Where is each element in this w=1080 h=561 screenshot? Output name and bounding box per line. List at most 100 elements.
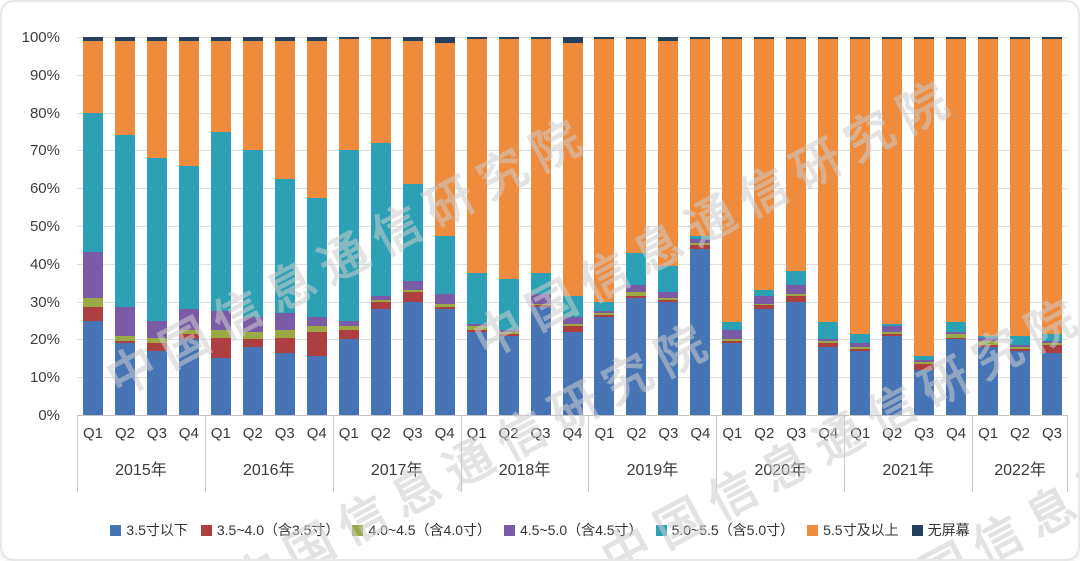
bar-segment [914, 356, 935, 361]
bar-segment [818, 341, 839, 344]
bar-segment [114, 135, 135, 308]
bar-segment [402, 184, 423, 281]
legend-label: 3.5寸以下 [126, 522, 188, 538]
bar-segment [530, 38, 551, 274]
bar-segment [1010, 37, 1031, 39]
stacked-bar-2022-Q1 [978, 37, 999, 415]
bar-segment [530, 305, 551, 308]
legend-label: 4.5~5.0（含4.5寸） [520, 522, 643, 538]
bar-segment [178, 339, 199, 415]
bar-segment [466, 326, 487, 330]
x-axis-quarter-label: Q2 [1010, 425, 1031, 442]
bar-segment [338, 329, 359, 340]
bar-segment [210, 358, 231, 415]
bar-segment [562, 37, 583, 43]
x-axis-quarter-label: Q3 [274, 425, 295, 442]
bar-segment [498, 331, 519, 334]
bar-segment [338, 37, 359, 39]
stacked-bar-2016-Q4 [306, 37, 327, 415]
stacked-bar-2016-Q1 [210, 37, 231, 415]
bar-segment [1010, 335, 1031, 346]
x-axis-quarter-label: Q3 [658, 425, 679, 442]
bar-segment [82, 320, 103, 415]
bar-segment [402, 290, 423, 293]
bar-segment [882, 335, 903, 415]
bar-segment [338, 150, 359, 321]
x-axis-quarter-label: Q3 [402, 425, 423, 442]
bar-segment [210, 311, 231, 330]
legend-item: 无屏幕 [911, 520, 970, 540]
bar-segment [402, 301, 423, 415]
bar-segment [434, 37, 455, 43]
bar-segment [1042, 352, 1063, 415]
stacked-bar-2017-Q1 [338, 37, 359, 415]
x-axis-quarter-label: Q3 [146, 425, 167, 442]
bar-segment [82, 112, 103, 253]
bar-segment [1042, 343, 1063, 346]
bar-segment [882, 324, 903, 327]
legend-label: 3.5~4.0（含3.5寸） [216, 522, 340, 538]
bar-segment [594, 316, 615, 415]
bar-segment [146, 343, 167, 351]
stacked-bar-2016-Q3 [274, 37, 295, 415]
stacked-bar-2017-Q3 [402, 37, 423, 415]
legend: 3.5寸以下 3.5~4.0（含3.5寸） 4.0~4.5（含4.0寸） 4.5~5.… [2, 516, 1078, 544]
bar-segment [562, 316, 583, 325]
bar-segment [946, 339, 967, 415]
x-axis-quarter-label: Q1 [82, 425, 103, 442]
group-separator [716, 416, 718, 492]
bar-segment [850, 38, 871, 334]
x-axis-quarter-label: Q4 [690, 425, 711, 442]
bar-segment [626, 37, 647, 39]
bar-segment [1010, 345, 1031, 347]
stacked-bar-2016-Q2 [242, 37, 263, 415]
y-axis-tick-label: 90% [29, 66, 60, 84]
bar-segment [594, 38, 615, 302]
bar-segment [690, 235, 711, 240]
bar-segment [146, 158, 167, 321]
legend-label: 5.5寸及以上 [823, 522, 899, 538]
bar-segment [434, 294, 455, 304]
bar-segment [402, 40, 423, 185]
group-separator [460, 416, 462, 492]
bar-segment [978, 38, 999, 336]
bar-segment [882, 333, 903, 336]
bar-segment [850, 347, 871, 349]
bar-segment [82, 40, 103, 113]
bar-segment [210, 40, 231, 132]
legend-swatch [911, 524, 923, 536]
bar-segment [626, 297, 647, 415]
x-axis-quarter-label: Q2 [754, 425, 775, 442]
bar-segment [498, 330, 519, 332]
bar-segment [562, 42, 583, 296]
bar-segment [594, 301, 615, 312]
bar-segment [946, 337, 967, 340]
bar-segment [978, 345, 999, 347]
bar-segment [370, 299, 391, 302]
y-axis-tick-label: 40% [29, 255, 60, 273]
x-axis-year-label: 2021年 [882, 462, 934, 479]
x-axis-quarter-label: Q1 [210, 425, 231, 442]
stacked-bar-2015-Q1 [82, 37, 103, 415]
bar-segment [594, 314, 615, 317]
bar-segment [562, 326, 583, 332]
group-separator [204, 416, 206, 492]
bar-segment [114, 335, 135, 342]
bar-segment [722, 37, 743, 39]
bar-segment [498, 37, 519, 39]
stacked-bar-2020-Q2 [754, 37, 775, 415]
bar-segment [274, 37, 295, 41]
bar-segment [306, 40, 327, 198]
legend-item: 5.0~5.5（含5.0寸） [655, 520, 794, 540]
bar-segment [562, 331, 583, 415]
bar-segment [978, 341, 999, 346]
legend-swatch [504, 524, 515, 536]
bar-segment [818, 343, 839, 347]
bar-segment [626, 38, 647, 253]
bar-segment [946, 333, 967, 338]
bar-segment [754, 305, 775, 310]
bar-segment [818, 346, 839, 415]
bar-segment [434, 42, 455, 236]
bar-segment [946, 331, 967, 334]
bar-segment [818, 322, 839, 340]
